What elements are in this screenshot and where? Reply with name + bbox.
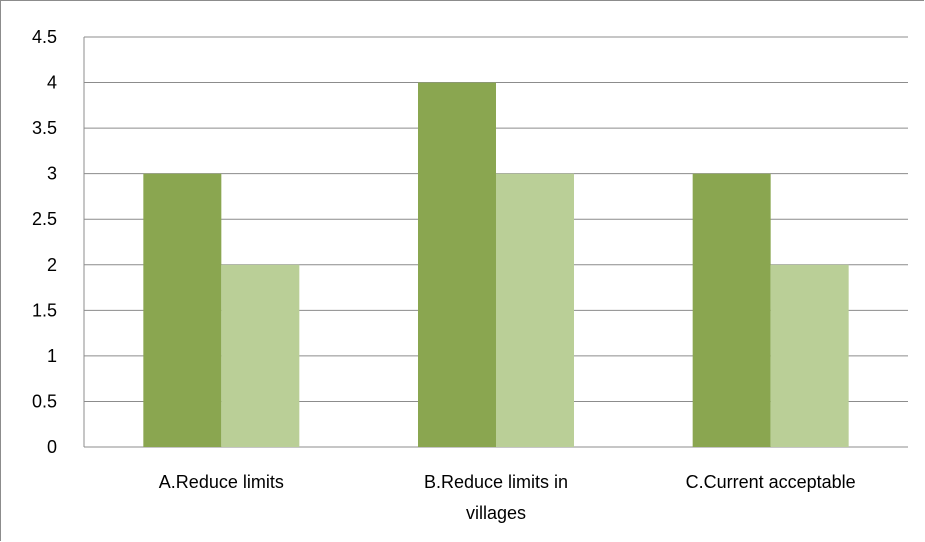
x-category-label-1-line-1: villages (466, 503, 526, 523)
y-tick-label-2: 1 (47, 346, 57, 366)
bar-s1-c2 (770, 264, 849, 447)
y-tick-label-9: 4.5 (32, 27, 57, 47)
y-tick-label-4: 2 (47, 255, 57, 275)
bar-s0-c2 (692, 173, 771, 447)
bar-s1-c1 (496, 173, 574, 447)
x-category-label-1-line-0: B.Reduce limits in (424, 472, 568, 492)
y-tick-label-7: 3.5 (32, 118, 57, 138)
y-tick-label-8: 4 (47, 73, 57, 93)
y-tick-label-3: 1.5 (32, 300, 57, 320)
y-tick-label-0: 0 (47, 437, 57, 457)
y-tick-label-6: 3 (47, 164, 57, 184)
bar-s1-c0 (221, 264, 300, 447)
bar-s0-c1 (418, 82, 496, 448)
x-category-label-2-line-0: C.Current acceptable (686, 472, 856, 492)
bar-s0-c0 (143, 173, 222, 447)
y-tick-label-5: 2.5 (32, 209, 57, 229)
y-tick-label-1: 0.5 (32, 391, 57, 411)
x-category-label-0-line-0: A.Reduce limits (159, 472, 284, 492)
